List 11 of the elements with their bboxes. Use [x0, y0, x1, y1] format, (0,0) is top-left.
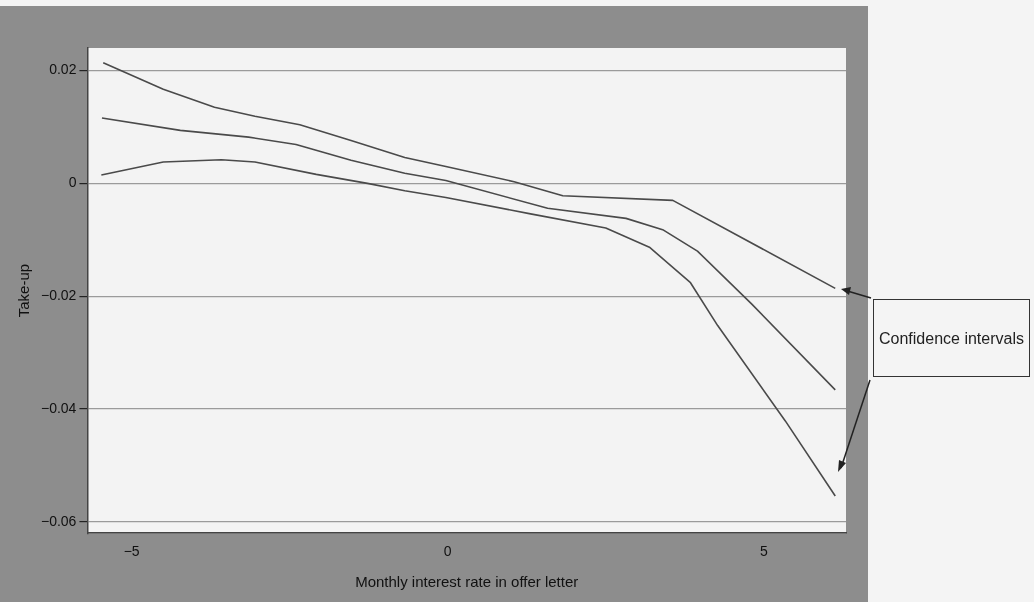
y-tick-label: −0.04: [40, 399, 77, 416]
y-tick-label: −0.02: [40, 287, 77, 304]
y-tick-label: 0: [68, 174, 77, 191]
x-tick-label: 0: [443, 543, 452, 560]
x-tick-label: −5: [123, 543, 140, 560]
x-tick-label: 5: [759, 543, 768, 560]
y-tick-label: −0.06: [40, 512, 77, 529]
y-tick-label: 0.02: [49, 61, 77, 78]
text: Confidence intervals: [873, 299, 1030, 377]
y-axis-title: Take-up: [15, 263, 33, 318]
x-axis-title: Monthly interest rate in offer letter: [355, 573, 579, 591]
